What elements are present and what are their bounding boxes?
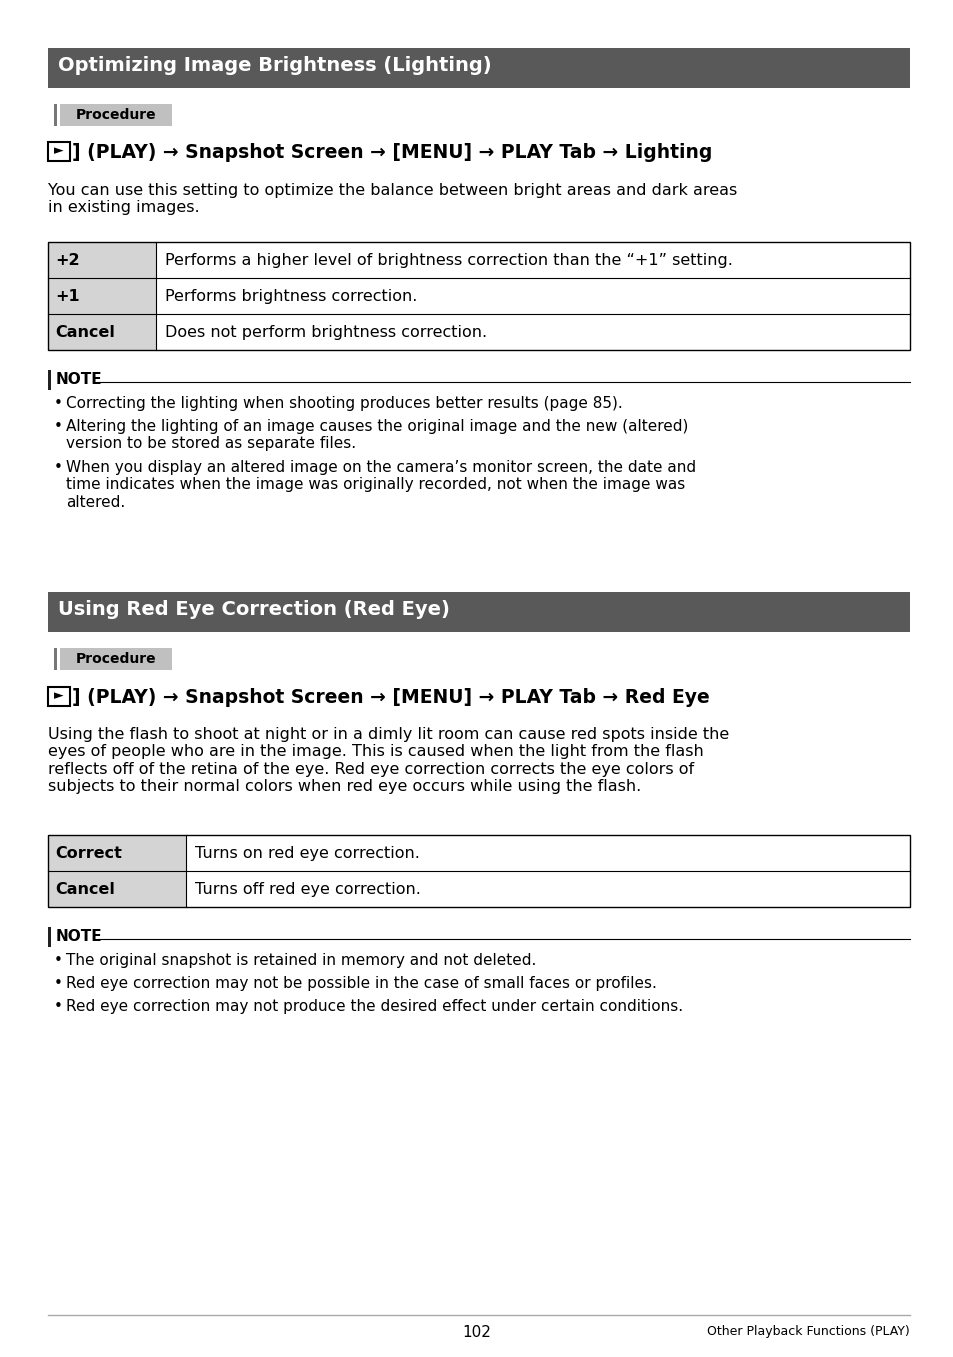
Text: Does not perform brightness correction.: Does not perform brightness correction. [165,324,487,341]
Bar [48,835,909,906]
Text: Altering the lighting of an image causes the original image and the new (altered: Altering the lighting of an image causes… [66,419,688,452]
Text: •: • [54,419,63,434]
Text: Performs a higher level of brightness correction than the “+1” setting.: Performs a higher level of brightness co… [165,252,732,267]
Text: When you display an altered image on the camera’s monitor screen, the date and
t: When you display an altered image on the… [66,460,696,510]
Text: NOTE: NOTE [56,930,103,944]
Bar [48,47,909,88]
Text: The original snapshot is retained in memory and not deleted.: The original snapshot is retained in mem… [66,953,536,968]
Bar [48,313,156,350]
Text: +1: +1 [55,289,79,304]
Bar [48,278,156,313]
Text: Procedure: Procedure [75,651,156,666]
Text: •: • [54,460,63,475]
Bar [48,687,70,706]
Bar [48,835,186,871]
Text: Cancel: Cancel [55,882,114,897]
Bar [60,649,172,670]
Text: Correcting the lighting when shooting produces better results (page 85).: Correcting the lighting when shooting pr… [66,396,622,411]
Text: Red eye correction may not produce the desired effect under certain conditions.: Red eye correction may not produce the d… [66,999,682,1014]
Bar [48,242,909,350]
Text: ►: ► [54,144,64,157]
Text: ►: ► [54,689,64,702]
Text: Procedure: Procedure [75,109,156,122]
Text: •: • [54,396,63,411]
Bar [54,649,57,670]
Bar [60,104,172,126]
Text: Cancel: Cancel [55,324,114,341]
Text: Other Playback Functions (PLAY): Other Playback Functions (PLAY) [706,1324,909,1338]
Text: Correct: Correct [55,845,122,860]
Bar [48,592,909,632]
Bar [54,104,57,126]
Text: Using Red Eye Correction (Red Eye): Using Red Eye Correction (Red Eye) [58,600,450,619]
Bar [48,142,70,161]
Text: •: • [54,999,63,1014]
Text: ] (PLAY) → Snapshot Screen → [MENU] → PLAY Tab → Lighting: ] (PLAY) → Snapshot Screen → [MENU] → PL… [71,142,712,161]
Bar [48,927,51,947]
Text: You can use this setting to optimize the balance between bright areas and dark a: You can use this setting to optimize the… [48,183,737,216]
Text: •: • [54,976,63,991]
Text: Turns on red eye correction.: Turns on red eye correction. [194,845,419,860]
Bar [48,370,51,389]
Text: ] (PLAY) → Snapshot Screen → [MENU] → PLAY Tab → Red Eye: ] (PLAY) → Snapshot Screen → [MENU] → PL… [71,688,709,707]
Bar [48,242,156,278]
Text: •: • [54,953,63,968]
Text: Red eye correction may not be possible in the case of small faces or profiles.: Red eye correction may not be possible i… [66,976,657,991]
Text: +2: +2 [55,252,79,267]
Text: Performs brightness correction.: Performs brightness correction. [165,289,417,304]
Text: NOTE: NOTE [56,372,103,387]
Text: Using the flash to shoot at night or in a dimly lit room can cause red spots ins: Using the flash to shoot at night or in … [48,727,728,794]
Text: Optimizing Image Brightness (Lighting): Optimizing Image Brightness (Lighting) [58,56,491,75]
Bar [48,871,186,906]
Text: 102: 102 [462,1324,491,1339]
Text: Turns off red eye correction.: Turns off red eye correction. [194,882,420,897]
